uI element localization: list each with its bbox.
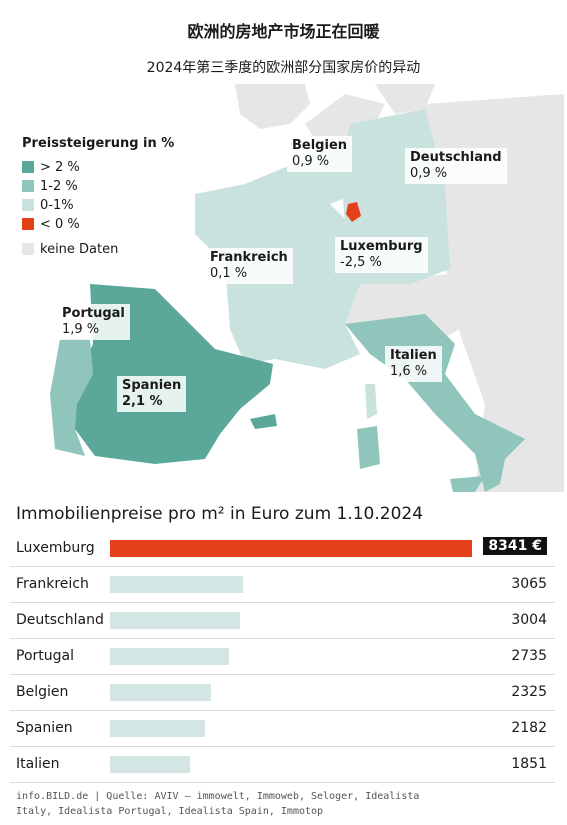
label-frankreich: Frankreich 0,1 % (205, 248, 293, 284)
legend-swatch-no-data (22, 243, 34, 255)
label-italien-value: 1,6 % (390, 364, 428, 379)
label-frankreich-name: Frankreich (210, 250, 288, 265)
bar-row: Spanien 2182 (10, 710, 555, 747)
bar-row: Portugal 2735 (10, 638, 555, 675)
label-italien-name: Italien (390, 348, 437, 363)
label-spanien: Spanien 2,1 % (117, 376, 187, 412)
bar-chart-title: Immobilienpreise pro m² in Euro zum 1.10… (16, 504, 424, 524)
eastern-europe-shape (425, 94, 564, 492)
source-note: info.BILD.de | Quelle: AVIV – immowelt, … (16, 791, 420, 817)
label-deutschland-value: 0,9 % (410, 166, 448, 181)
uk-shape (235, 84, 310, 129)
bar (110, 612, 240, 629)
label-portugal: Portugal 1,9 % (57, 304, 130, 340)
legend-swatch-high (22, 161, 34, 173)
denmark-shape (375, 84, 435, 114)
legend-swatch-low (22, 199, 34, 211)
sicily-shape (450, 476, 485, 492)
bar-row: Luxemburg 8341 € (10, 530, 555, 567)
label-spanien-name: Spanien (122, 378, 182, 393)
label-belgien-value: 0,9 % (292, 154, 330, 169)
bar (110, 648, 229, 665)
label-luxemburg-name: Luxemburg (340, 239, 423, 254)
bar-category-label: Belgien (16, 684, 69, 700)
page-title: 欧洲的房地产市场正在回暖 (187, 22, 380, 41)
legend-swatch-negative (22, 218, 34, 230)
legend-item-mid: 1-2 % (22, 177, 78, 195)
bar (110, 540, 472, 557)
map-legend: Preissteigerung in % > 2 % 1-2 % 0-1% < … (17, 132, 192, 264)
label-portugal-value: 1,9 % (62, 322, 100, 337)
label-belgien: Belgien 0,9 % (287, 136, 353, 172)
bar (110, 720, 205, 737)
bar-value-label: 2182 (511, 720, 547, 736)
europe-map: Preissteigerung in % > 2 % 1-2 % 0-1% < … (5, 84, 564, 492)
bar (110, 756, 190, 773)
legend-label-mid: 1-2 % (40, 178, 78, 194)
bar-value-label: 2325 (511, 684, 547, 700)
legend-label-low: 0-1% (40, 197, 74, 213)
bar-category-label: Frankreich (16, 576, 89, 592)
portugal-shape (50, 339, 93, 456)
label-frankreich-value: 0,1 % (210, 266, 248, 281)
legend-item-negative: < 0 % (22, 215, 80, 233)
label-belgien-name: Belgien (292, 138, 348, 153)
label-spanien-value: 2,1 % (122, 394, 163, 409)
bar-value-label: 3004 (511, 612, 547, 628)
legend-item-high: > 2 % (22, 158, 80, 176)
bar-category-label: Deutschland (16, 612, 104, 628)
page-subtitle: 2024年第三季度的欧洲部分国家房价的异动 (146, 60, 421, 76)
legend-label-negative: < 0 % (40, 216, 80, 232)
corsica-shape (365, 384, 377, 419)
bar (110, 576, 243, 593)
legend-swatch-mid (22, 180, 34, 192)
bar-row: Deutschland 3004 (10, 602, 555, 639)
legend-label-high: > 2 % (40, 159, 80, 175)
label-deutschland-name: Deutschland (410, 150, 502, 165)
bar-value-label: 1851 (511, 756, 547, 772)
bar-category-label: Portugal (16, 648, 74, 664)
legend-label-no-data: keine Daten (40, 241, 119, 257)
bar-value-label: 3065 (511, 576, 547, 592)
legend-item-low: 0-1% (22, 196, 74, 214)
bar-category-label: Spanien (16, 720, 73, 736)
bar-row: Belgien 2325 (10, 674, 555, 711)
bar-category-label: Luxemburg (16, 540, 95, 556)
sardinia-shape (357, 426, 380, 469)
legend-item-no-data: keine Daten (22, 240, 118, 258)
bar-category-label: Italien (16, 756, 60, 772)
label-portugal-name: Portugal (62, 306, 125, 321)
bar-value-label: 2735 (511, 648, 547, 664)
legend-title: Preissteigerung in % (22, 136, 175, 151)
luxembourg-shape (346, 202, 361, 222)
label-luxemburg-value: -2,5 % (340, 255, 382, 270)
bar-row: Italien 1851 (10, 746, 555, 783)
label-deutschland: Deutschland 0,9 % (405, 148, 507, 184)
bar-value-label: 8341 € (483, 537, 547, 555)
bar (110, 684, 211, 701)
bar-row: Frankreich 3065 (10, 566, 555, 603)
balearic-shape (250, 414, 277, 429)
label-italien: Italien 1,6 % (385, 346, 442, 382)
label-luxemburg: Luxemburg -2,5 % (335, 237, 428, 273)
